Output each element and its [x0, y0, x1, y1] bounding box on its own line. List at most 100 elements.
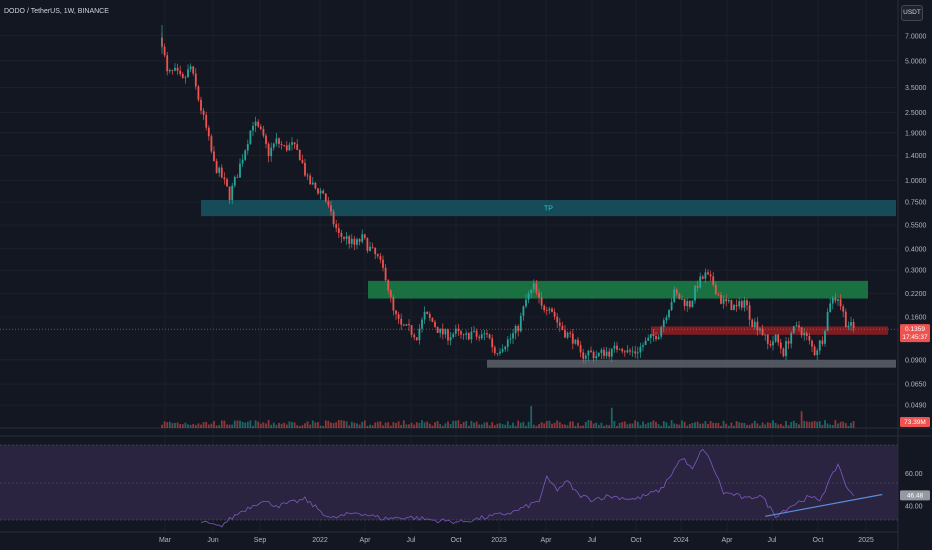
volume-bar — [192, 423, 195, 428]
currency-button[interactable]: USDT — [901, 5, 923, 21]
time-axis[interactable]: Mar Jun Sep 2022 Apr Jul Oct 2023 Apr Jul Oct 2024 A… — [159, 537, 874, 544]
volume-bar — [592, 423, 595, 428]
candle-body — [309, 175, 312, 185]
price-tick-label: 2.5000 — [905, 110, 927, 117]
candle-body — [527, 293, 530, 300]
volume-bar — [631, 423, 634, 428]
volume-bar — [558, 422, 561, 428]
volume-bar — [337, 420, 340, 428]
volume-bar — [428, 423, 431, 428]
volume-bar — [280, 423, 283, 428]
candle-body — [522, 306, 525, 316]
volume-bar — [288, 421, 291, 428]
volume-bar — [805, 421, 808, 428]
volume-bar — [187, 424, 189, 428]
time-tick-label: 2022 — [312, 537, 328, 544]
candle-body — [233, 176, 236, 186]
candle-body — [447, 329, 449, 341]
candle-body — [852, 322, 855, 329]
candle-body — [558, 322, 561, 326]
candle-body — [449, 337, 452, 341]
candle-body — [649, 334, 652, 338]
volume-bar — [467, 425, 470, 428]
price-tick-label: 0.1600 — [905, 315, 927, 322]
candle-body — [813, 346, 816, 356]
candle-body — [678, 293, 681, 300]
zone-3[interactable] — [487, 359, 896, 368]
volume-bar — [174, 422, 176, 428]
candle-body — [358, 239, 361, 242]
price-tick-label: 5.0000 — [905, 58, 927, 65]
volume-bar — [753, 420, 756, 428]
volume-badge — [900, 417, 930, 427]
volume-bar — [488, 425, 491, 428]
candle-body — [324, 193, 327, 202]
volume-bar — [181, 424, 184, 428]
volume-bar — [826, 423, 829, 428]
candle-body — [652, 334, 655, 336]
candle-body — [189, 66, 192, 70]
volume-bar — [600, 422, 603, 428]
candle-body — [280, 143, 283, 146]
candle-body — [540, 297, 543, 306]
candle-body — [262, 128, 265, 136]
zone-1[interactable] — [368, 280, 868, 299]
candle-body — [626, 350, 629, 353]
volume-bar — [397, 421, 400, 428]
candle-body — [343, 236, 345, 239]
volume-bar — [764, 424, 767, 428]
volume-bar — [844, 423, 847, 428]
volume-bar — [249, 420, 252, 428]
candle-body — [408, 324, 410, 326]
rsi-trendline[interactable] — [765, 493, 883, 517]
volume-bar — [332, 423, 335, 428]
volume-bar — [803, 420, 806, 428]
time-tick-label: 2024 — [673, 537, 689, 544]
candle-body — [291, 142, 293, 145]
candle-body — [205, 114, 208, 128]
volume-bar — [629, 423, 631, 428]
time-tick-label: Jul — [588, 537, 597, 544]
volume-bar — [517, 420, 520, 428]
zone-0[interactable] — [201, 200, 896, 217]
volume-bar — [457, 420, 460, 428]
candle-body — [350, 238, 353, 244]
volume-bar — [571, 421, 574, 428]
candle-body — [504, 346, 507, 350]
volume-bar — [590, 420, 592, 428]
volume-bar — [535, 425, 538, 428]
volume-bar — [473, 422, 475, 428]
candle-body — [595, 356, 598, 359]
candle-body — [623, 351, 626, 353]
candle-body — [436, 326, 439, 333]
volume-bar — [722, 420, 725, 428]
volume-bar — [387, 422, 390, 428]
volume-bar — [639, 424, 642, 428]
price-tick-label: 1.0000 — [905, 178, 927, 185]
candle-body — [228, 186, 231, 200]
volume-bar — [176, 422, 179, 428]
volume-bar — [392, 422, 395, 428]
volume-bar — [818, 421, 821, 428]
volume-bar — [421, 420, 423, 428]
volume-bar — [244, 422, 247, 428]
volume-bar — [491, 422, 494, 428]
volume-bar — [275, 424, 278, 428]
candle-body — [730, 300, 733, 311]
candle-body — [691, 300, 694, 307]
volume-bar — [530, 405, 533, 428]
candle-body — [452, 333, 455, 338]
candle-body — [454, 328, 457, 334]
zone-label-tp: TP — [544, 206, 553, 213]
price-axis[interactable]: 7.0000 5.0000 3.5000 2.5000 1.9000 1.4000 1.00… — [905, 33, 927, 510]
volume-bar — [766, 422, 769, 428]
volume-bar — [852, 421, 855, 428]
volume-bar — [327, 420, 330, 428]
volume-bar — [850, 422, 852, 428]
zone-2[interactable] — [651, 326, 888, 335]
volume-bar — [163, 421, 166, 428]
candle-body — [374, 247, 377, 255]
candle-body — [764, 334, 767, 336]
volume-bar — [499, 423, 501, 428]
